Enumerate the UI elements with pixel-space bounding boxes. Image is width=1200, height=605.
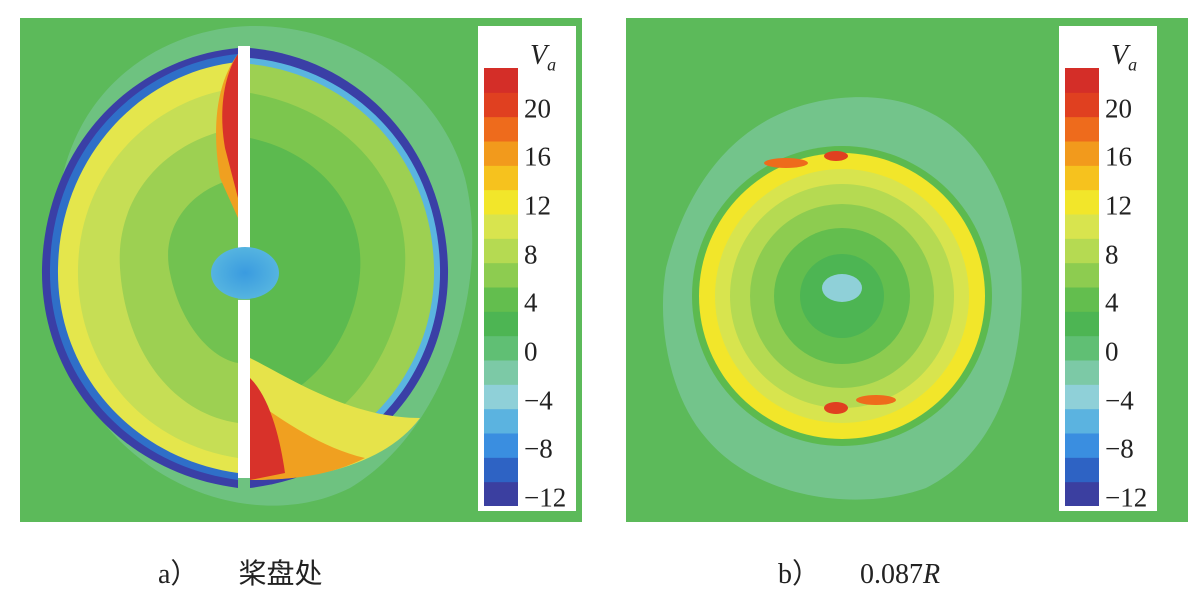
colorbar-swatch bbox=[1065, 141, 1099, 166]
colorbar-swatch bbox=[1065, 214, 1099, 239]
colorbar-swatch bbox=[484, 238, 518, 264]
colorbar-swatch bbox=[1065, 68, 1099, 93]
contour-panel-0-087R: Va 20 16 12 8 4 0 −4 −8 −12 bbox=[626, 18, 1188, 522]
colorbar-tick-label: 12 bbox=[524, 190, 551, 221]
colorbar-swatch bbox=[1065, 165, 1099, 191]
colorbar-tick-label: −4 bbox=[524, 385, 553, 415]
colorbar-tick-label: −12 bbox=[524, 482, 567, 513]
colorbar-swatch bbox=[484, 262, 518, 288]
colorbar-tick-label: −4 bbox=[1105, 385, 1134, 415]
colorbar-swatch bbox=[484, 92, 518, 118]
colorbar-swatch bbox=[484, 433, 518, 458]
colorbar-swatch bbox=[1065, 311, 1099, 337]
colorbar-swatch bbox=[484, 214, 518, 239]
colorbar-swatch bbox=[1065, 360, 1099, 385]
colorbar-swatch bbox=[484, 408, 518, 434]
colorbar-swatch bbox=[1065, 262, 1099, 288]
colorbar-swatch bbox=[1065, 408, 1099, 434]
colorbar-swatch bbox=[484, 481, 518, 506]
colorbar-tick-label: 0 bbox=[524, 336, 538, 367]
colorbar-ticks: 20 16 12 8 4 0 −4 −8 −12 bbox=[518, 68, 574, 511]
colorbar-tick-label: 16 bbox=[524, 141, 551, 172]
colorbar-swatch bbox=[1065, 92, 1099, 118]
colorbar-swatch bbox=[484, 335, 518, 361]
contour-panel-propeller-disk: Va 20 16 12 8 4 0 −4 −8 −12 bbox=[20, 18, 582, 522]
colorbar-tick-label: −12 bbox=[1105, 482, 1148, 513]
colorbar-tick-label: 8 bbox=[524, 239, 538, 269]
colorbar-tick-label: 16 bbox=[1105, 141, 1132, 172]
colorbar bbox=[484, 68, 518, 506]
colorbar-tick-label: −8 bbox=[1105, 433, 1134, 464]
caption-a: a） 桨盘处 bbox=[158, 552, 322, 592]
colorbar-tick-label: 20 bbox=[524, 93, 551, 123]
colorbar-tick-label: 0 bbox=[1105, 336, 1119, 367]
colorbar-swatch bbox=[484, 311, 518, 337]
colorbar-swatch bbox=[1065, 116, 1099, 142]
colorbar-legend-a: Va 20 16 12 8 4 0 −4 −8 −12 bbox=[478, 26, 576, 511]
colorbar-swatch bbox=[484, 141, 518, 166]
colorbar-swatch bbox=[484, 116, 518, 142]
caption-text-italic: R bbox=[923, 559, 941, 590]
colorbar-swatch bbox=[484, 165, 518, 191]
colorbar-title: Va bbox=[1111, 40, 1138, 75]
colorbar bbox=[1065, 68, 1099, 506]
colorbar-tick-label: 4 bbox=[524, 287, 538, 318]
colorbar-swatch bbox=[1065, 384, 1099, 410]
caption-b: b） 0.087R bbox=[778, 552, 940, 592]
colorbar-swatch bbox=[1065, 238, 1099, 264]
caption-text: 0.087 bbox=[860, 559, 924, 590]
colorbar-swatch bbox=[1065, 287, 1099, 312]
colorbar-swatch bbox=[484, 68, 518, 93]
colorbar-tick-label: 20 bbox=[1105, 93, 1132, 123]
colorbar-tick-label: 12 bbox=[1105, 190, 1132, 221]
colorbar-ticks: 20 16 12 8 4 0 −4 −8 −12 bbox=[1099, 68, 1155, 511]
caption-label: a） bbox=[158, 559, 199, 590]
caption-label: b） bbox=[778, 559, 821, 590]
colorbar-tick-label: −8 bbox=[524, 433, 553, 464]
colorbar-swatch bbox=[1065, 189, 1099, 215]
colorbar-title: Va bbox=[530, 40, 557, 75]
colorbar-legend-b: Va 20 16 12 8 4 0 −4 −8 −12 bbox=[1059, 26, 1157, 511]
colorbar-swatch bbox=[1065, 433, 1099, 458]
colorbar-swatch bbox=[1065, 481, 1099, 506]
colorbar-tick-label: 8 bbox=[1105, 239, 1119, 269]
colorbar-swatch bbox=[484, 189, 518, 215]
colorbar-tick-label: 4 bbox=[1105, 287, 1119, 318]
colorbar-swatch bbox=[484, 287, 518, 312]
colorbar-swatch bbox=[1065, 457, 1099, 483]
colorbar-swatch bbox=[1065, 335, 1099, 361]
colorbar-swatch bbox=[484, 360, 518, 385]
colorbar-swatch bbox=[484, 457, 518, 483]
colorbar-swatch bbox=[484, 384, 518, 410]
caption-text: 桨盘处 bbox=[238, 557, 323, 590]
